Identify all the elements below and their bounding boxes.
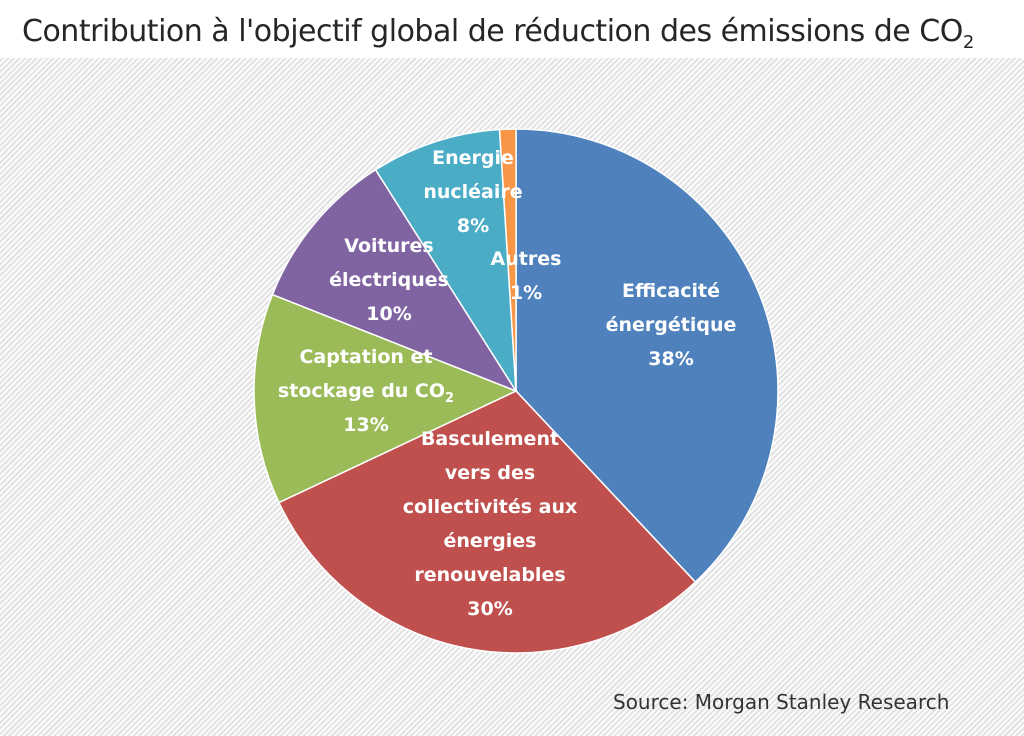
- source-note: Source: Morgan Stanley Research: [613, 690, 950, 714]
- slice-label-line: énergies: [444, 530, 537, 552]
- chart-title-subscript: 2: [962, 32, 974, 53]
- pie-slice-4: [374, 128, 517, 392]
- slice-label-line: Energie: [432, 147, 514, 169]
- pie-slice-3: [271, 168, 518, 393]
- pie-slice-2: [253, 293, 518, 504]
- pie-slice-5: [498, 128, 517, 392]
- slice-label-line: 10%: [366, 303, 411, 325]
- slice-label-line: électriques: [329, 269, 449, 291]
- slice-label-line: 1%: [510, 282, 542, 304]
- slice-label-line: énergétique: [606, 314, 737, 336]
- slice-label-line: renouvelables: [414, 564, 565, 586]
- slice-label-line: nucléaire: [423, 181, 522, 203]
- slice-label-line: Autres: [491, 248, 562, 270]
- title-band: Contribution à l'objectif global de rédu…: [0, 0, 1024, 58]
- slice-label-line: Voitures: [344, 235, 433, 257]
- slice-label-line: collectivités aux: [403, 496, 577, 518]
- slice-label-1: Basculement vers des collectivités aux éner…: [403, 428, 577, 620]
- slice-label-2: Captation et stockage du CO2 13%: [278, 346, 454, 436]
- slice-label-subscript: 2: [445, 391, 454, 406]
- slice-label-line: Efficacité: [622, 280, 720, 302]
- chart-title: Contribution à l'objectif global de rédu…: [22, 14, 974, 53]
- slice-label-line: stockage du CO2: [278, 380, 454, 406]
- slice-label-line: vers des: [445, 462, 535, 484]
- slice-label-line: Basculement: [421, 428, 559, 450]
- slice-label-3: Voitures électriques 10%: [329, 235, 449, 325]
- slice-label-5: Autres 1%: [491, 248, 562, 304]
- slice-label-line: 30%: [467, 598, 512, 620]
- slice-label-line: 13%: [343, 414, 388, 436]
- slice-label-line: 38%: [648, 348, 693, 370]
- pie-slice-1: [277, 390, 697, 654]
- slice-label-4: Energie nucléaire 8%: [423, 147, 522, 237]
- slice-label-0: Efficacité énergétique 38%: [606, 280, 737, 370]
- chart-title-text: Contribution à l'objectif global de rédu…: [22, 14, 963, 49]
- slice-label-line: 8%: [457, 215, 489, 237]
- slice-label-line: Captation et: [299, 346, 432, 368]
- pie-slice-0: [515, 128, 779, 584]
